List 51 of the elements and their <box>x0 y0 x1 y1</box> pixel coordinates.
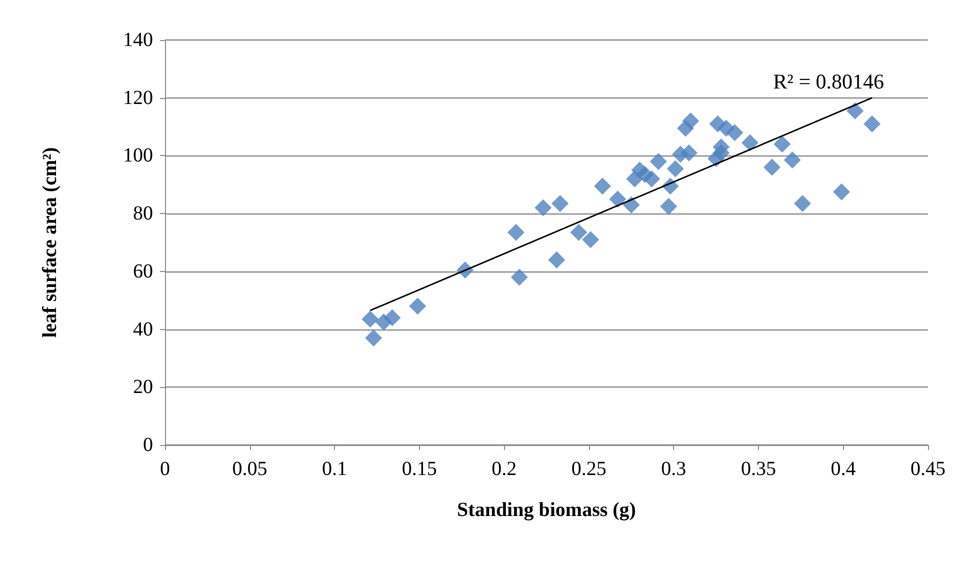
x-tick-label: 0.2 <box>492 458 517 480</box>
x-tick-label: 0.15 <box>402 458 437 480</box>
y-tick-label: 20 <box>133 376 153 398</box>
point <box>548 251 566 268</box>
point <box>582 231 600 248</box>
point <box>594 178 611 195</box>
y-tick-label: 140 <box>123 29 153 51</box>
y-tick-label: 100 <box>123 144 153 167</box>
point <box>794 194 812 212</box>
point <box>833 183 850 200</box>
point <box>774 136 791 153</box>
point <box>764 158 781 176</box>
point <box>660 198 678 215</box>
point <box>643 170 660 188</box>
x-axis-title: Standing biomass (g) <box>457 499 636 521</box>
point <box>609 190 626 208</box>
y-axis-title: leaf surface area (cm²) <box>39 147 61 338</box>
x-tick-label: 0.4 <box>830 458 856 480</box>
y-tick-label: 120 <box>123 86 153 109</box>
point <box>682 112 700 130</box>
point <box>409 298 426 315</box>
y-tick-label: 40 <box>133 318 153 340</box>
point <box>680 144 698 162</box>
annotation: R² = 0.80146 <box>773 69 884 94</box>
point <box>622 196 640 214</box>
point <box>650 153 667 170</box>
y-tick-label: 60 <box>133 260 153 282</box>
x-tick-label: 0.45 <box>910 458 946 480</box>
point <box>534 199 552 216</box>
point <box>384 309 401 326</box>
point <box>846 102 864 120</box>
x-tick-label: 0.35 <box>740 458 776 480</box>
point <box>784 152 801 169</box>
y-tick-label: 80 <box>133 202 153 225</box>
point <box>362 310 379 328</box>
point <box>570 224 588 241</box>
x-tick-label: 0.1 <box>322 458 348 480</box>
x-tick-label: 0 <box>160 458 170 480</box>
point <box>365 329 382 346</box>
x-tick-label: 0.3 <box>661 458 686 480</box>
x-tick-label: 0.05 <box>232 458 268 480</box>
point <box>666 160 684 178</box>
point <box>726 124 744 142</box>
x-tick-label: 0.25 <box>571 458 606 480</box>
point <box>552 194 569 212</box>
point <box>741 134 758 152</box>
point <box>864 115 881 132</box>
point <box>507 224 524 241</box>
point <box>510 268 528 286</box>
point <box>712 144 730 162</box>
y-tick-label: 0 <box>143 434 153 456</box>
